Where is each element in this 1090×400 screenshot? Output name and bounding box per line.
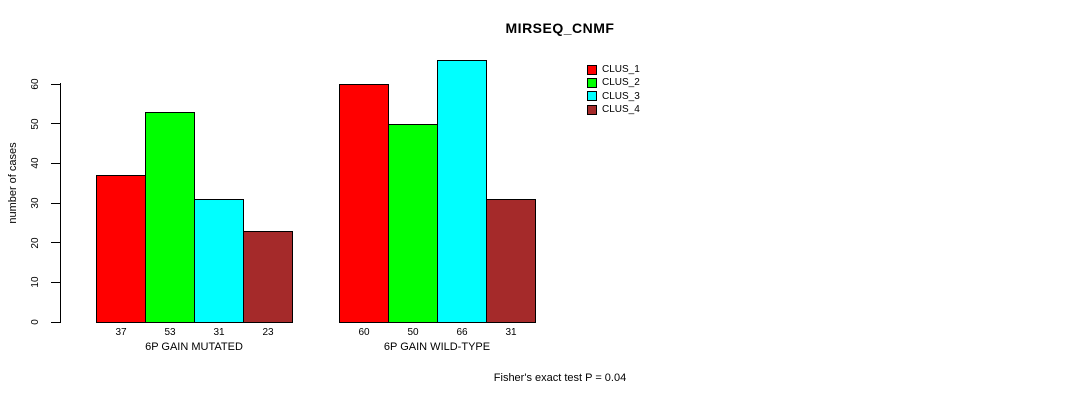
y-axis-tick-label: 50 — [30, 118, 41, 130]
y-axis-tick-label: 20 — [30, 237, 41, 249]
legend-label: CLUS_3 — [602, 90, 640, 102]
bar-value-label: 23 — [262, 327, 274, 338]
legend-swatch-clus_1 — [587, 64, 597, 75]
y-axis-tick-label: 0 — [30, 319, 41, 325]
bar-clus_2-group1 — [145, 111, 195, 323]
legend-row: CLUS_1 — [587, 63, 640, 76]
bar-value-label: 31 — [505, 327, 517, 338]
y-axis-tick — [51, 83, 60, 85]
bar-clus_3-group1 — [194, 199, 244, 323]
legend-row: CLUS_4 — [587, 103, 640, 116]
legend-label: CLUS_2 — [602, 77, 640, 89]
legend-label: CLUS_1 — [602, 64, 640, 76]
legend-swatch-clus_3 — [587, 91, 597, 102]
y-axis-tick — [51, 202, 60, 204]
bar-value-label: 31 — [213, 327, 225, 338]
chart-title: MIRSEQ_CNMF — [505, 20, 615, 36]
legend-swatch-clus_2 — [587, 77, 597, 88]
y-axis-tick — [51, 242, 60, 244]
group-label: 6P GAIN WILD-TYPE — [383, 341, 491, 353]
legend-label: CLUS_4 — [602, 104, 640, 116]
bar-value-label: 60 — [358, 327, 370, 338]
bar-value-label: 66 — [456, 327, 468, 338]
bar-value-label: 37 — [115, 327, 127, 338]
bar-value-label: 50 — [407, 327, 419, 338]
legend: CLUS_1 CLUS_2 CLUS_3 CLUS_4 — [587, 63, 640, 116]
y-axis-tick-label: 60 — [30, 78, 41, 90]
footer-annotation: Fisher's exact test P = 0.04 — [493, 372, 627, 384]
group-label: 6P GAIN MUTATED — [145, 341, 243, 353]
legend-row: CLUS_3 — [587, 90, 640, 103]
y-axis-tick-label: 10 — [30, 276, 41, 288]
bar-clus_1-group1 — [96, 175, 146, 323]
bar-clus_1-group2 — [339, 84, 389, 323]
y-axis-tick-label: 40 — [30, 157, 41, 169]
y-axis-label: number of cases — [7, 142, 19, 224]
y-axis-line — [60, 83, 61, 323]
y-axis-tick-label: 30 — [30, 197, 41, 209]
bar-value-label: 53 — [164, 327, 176, 338]
legend-swatch-clus_4 — [587, 104, 597, 115]
y-axis-tick — [51, 281, 60, 283]
legend-row: CLUS_2 — [587, 76, 640, 89]
bar-clus_4-group1 — [243, 230, 293, 323]
y-axis-tick — [51, 123, 60, 125]
bar-clus_3-group2 — [437, 60, 487, 323]
y-axis-tick — [51, 321, 60, 323]
y-axis-tick — [51, 162, 60, 164]
bar-clus_2-group2 — [388, 123, 438, 323]
bar-clus_4-group2 — [486, 199, 536, 323]
